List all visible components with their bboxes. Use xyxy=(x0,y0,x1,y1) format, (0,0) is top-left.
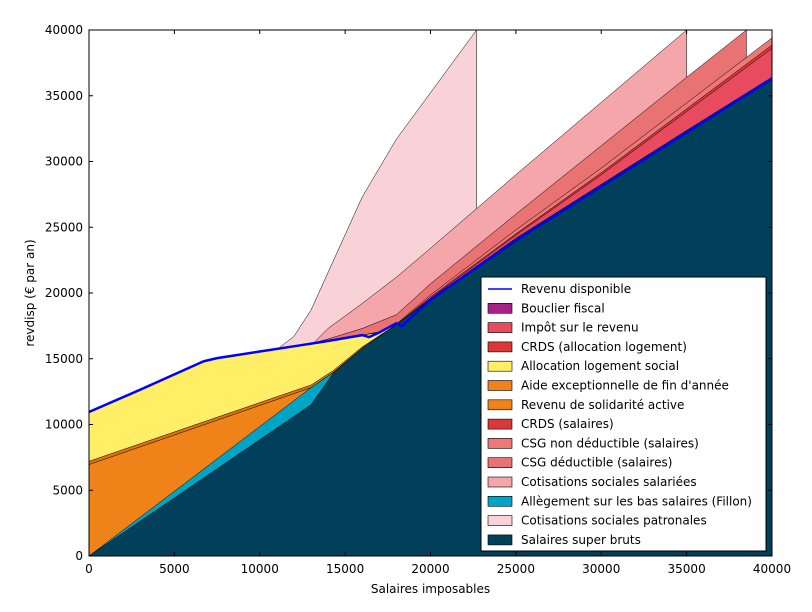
legend-label-cotisations-sociales-patronales: Cotisations sociales patronales xyxy=(521,514,707,528)
legend-label-crds-salaires: CRDS (salaires) xyxy=(521,417,614,431)
legend-label-revenu-de-solidarite-active: Revenu de solidarité active xyxy=(521,398,684,412)
legend-label-crds-allocation-logement: CRDS (allocation logement) xyxy=(521,340,687,354)
x-tick-label: 30000 xyxy=(582,562,620,576)
y-tick-label: 25000 xyxy=(45,220,83,234)
legend-swatch-allegement-sur-les-bas-salaires-fillon xyxy=(487,495,513,507)
y-tick-label: 40000 xyxy=(45,23,83,37)
x-tick-label: 35000 xyxy=(668,562,706,576)
legend-label-allegement-sur-les-bas-salaires-fillon: Allègement sur les bas salaires (Fillon) xyxy=(521,494,752,508)
y-tick-label: 10000 xyxy=(45,418,83,432)
legend-swatch-crds-salaires xyxy=(487,418,513,430)
legend-swatch-csg-deductible-salaires xyxy=(487,457,513,469)
x-tick-label: 20000 xyxy=(411,562,449,576)
y-tick-label: 5000 xyxy=(52,483,83,497)
legend-swatch-impot-sur-le-revenu xyxy=(487,322,513,333)
y-tick-label: 0 xyxy=(75,549,83,563)
legend: Revenu disponible Bouclier fiscal Impôt su… xyxy=(480,276,767,552)
x-tick-label: 40000 xyxy=(753,562,791,576)
legend-swatch-cotisations-sociales-patronales xyxy=(487,515,513,526)
legend-swatch-crds-allocation-logement xyxy=(487,341,513,353)
legend-label-impot-sur-le-revenu: Impôt sur le revenu xyxy=(521,321,639,335)
legend-swatch-salaires-super-bruts xyxy=(487,534,513,546)
x-tick-label: 25000 xyxy=(497,562,535,576)
revenu-disponible-line-group xyxy=(89,77,772,414)
line-revenu-disponible xyxy=(89,77,772,414)
legend-label-aide-exceptionnelle-de-fin-d-annee: Aide exceptionnelle de fin d'année xyxy=(521,379,729,393)
legend-swatch-aide-exceptionnelle-de-fin-d-annee xyxy=(487,380,513,391)
y-tick-label: 30000 xyxy=(45,155,83,169)
legend-swatch-allocation-logement-social xyxy=(487,360,513,372)
legend-label-salaires-super-bruts: Salaires super bruts xyxy=(521,533,641,547)
x-axis-label: Salaires imposables xyxy=(371,582,490,596)
y-tick-label: 15000 xyxy=(45,352,83,366)
legend-box xyxy=(480,276,767,552)
legend-swatch-revenu-de-solidarite-active xyxy=(487,399,513,411)
legend-swatch-cotisations-sociales-salariees xyxy=(487,476,513,488)
legend-swatch-bouclier-fiscal xyxy=(487,302,513,314)
legend-label-csg-deductible-salaires: CSG déductible (salaires) xyxy=(521,456,672,470)
legend-label-csg-non-deductible-salaires: CSG non déductible (salaires) xyxy=(521,436,699,450)
x-tick-label: 0 xyxy=(85,562,93,576)
y-axis: 0 5000 10000 15000 20000 25000 30000 35000 40000 xyxy=(45,23,772,563)
legend-label-bouclier-fiscal: Bouclier fiscal xyxy=(521,301,605,315)
x-tick-label: 15000 xyxy=(326,562,364,576)
x-tick-label: 10000 xyxy=(241,562,279,576)
legend-label-revenu-disponible: Revenu disponible xyxy=(521,282,631,296)
legend-label-cotisations-sociales-salariees: Cotisations sociales salariées xyxy=(521,475,697,489)
x-axis: 0 5000 10000 15000 20000 25000 30000 35000 40000 xyxy=(85,30,791,576)
legend-label-allocation-logement-social: Allocation logement social xyxy=(521,359,679,373)
x-tick-label: 5000 xyxy=(159,562,190,576)
legend-swatch-csg-non-deductible-salaires xyxy=(487,438,513,449)
y-tick-label: 35000 xyxy=(45,89,83,103)
y-axis-label: revdisp (€ par an) xyxy=(23,239,37,346)
y-tick-label: 20000 xyxy=(45,286,83,300)
